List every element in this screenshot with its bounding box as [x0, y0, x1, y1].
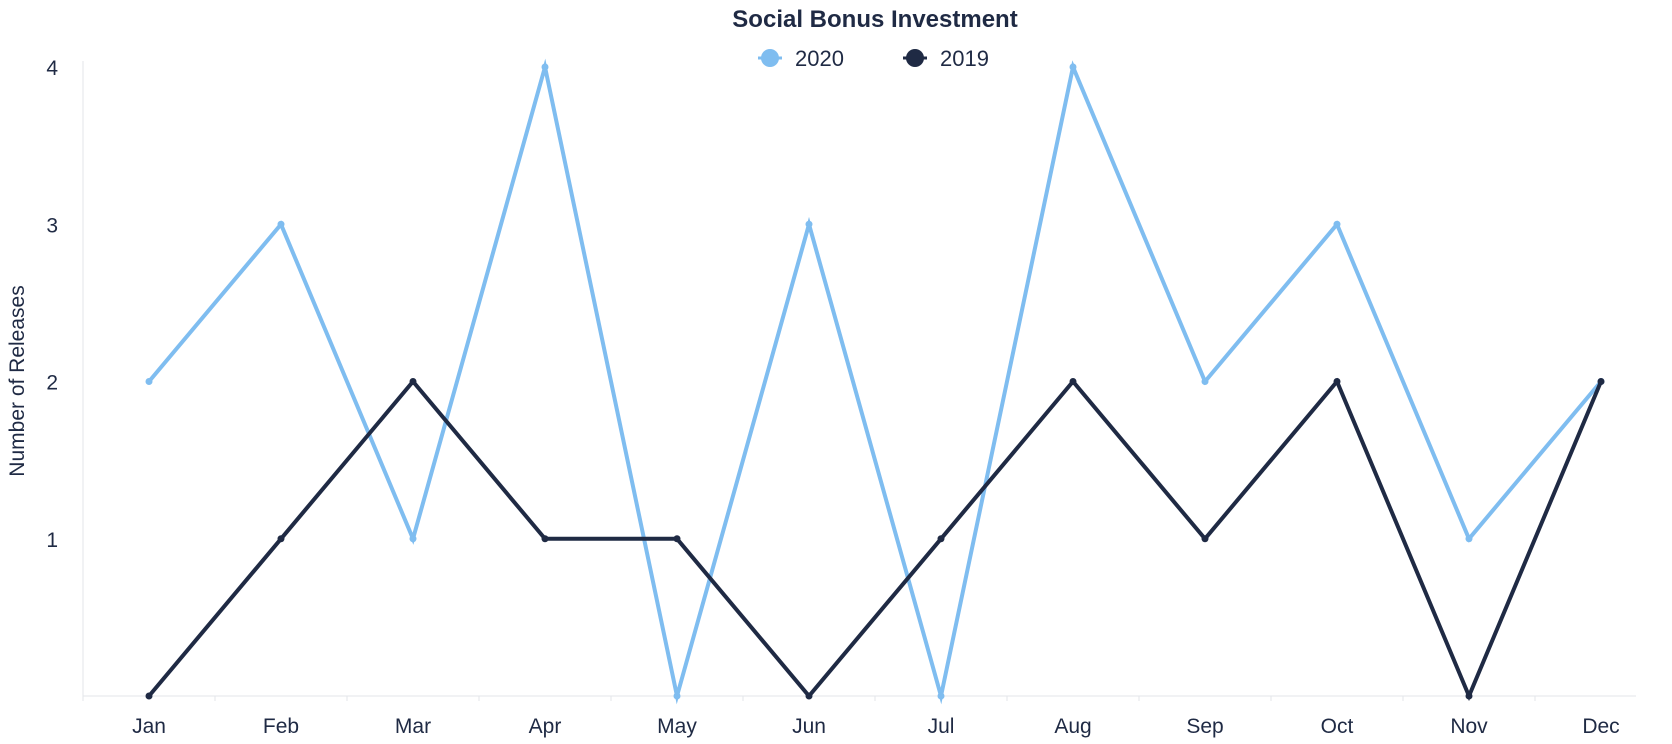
data-point[interactable]	[1333, 220, 1341, 228]
data-point[interactable]	[145, 692, 153, 700]
data-point[interactable]	[277, 535, 285, 543]
axes	[82, 61, 1636, 701]
series-layer	[145, 58, 1605, 705]
data-point[interactable]	[1465, 692, 1473, 700]
x-tick-label: May	[657, 715, 697, 738]
data-point[interactable]	[1465, 535, 1473, 543]
series-2019	[145, 377, 1605, 702]
data-point[interactable]	[673, 535, 681, 543]
data-point[interactable]	[805, 692, 813, 700]
y-tick-label: 4	[46, 57, 58, 80]
legend-item-2020[interactable]: 2020	[758, 46, 844, 71]
data-point[interactable]	[805, 220, 813, 228]
legend-dot-marker	[906, 49, 924, 67]
data-point[interactable]	[1201, 535, 1209, 543]
x-tick-label: Oct	[1321, 715, 1354, 738]
legend-label: 2020	[795, 46, 844, 71]
data-point[interactable]	[937, 535, 945, 543]
data-point[interactable]	[541, 535, 549, 543]
x-tick-label: Jun	[792, 715, 826, 738]
x-tick-label: Nov	[1450, 715, 1488, 738]
x-tick-label: Sep	[1186, 715, 1223, 738]
x-tick-label: Dec	[1582, 715, 1619, 738]
series-line	[147, 377, 1603, 702]
data-point[interactable]	[1069, 63, 1077, 71]
data-point[interactable]	[409, 535, 417, 543]
legend-dot-marker	[761, 49, 779, 67]
x-tick-label: Feb	[263, 715, 299, 738]
x-axis-ticks: Jan Feb Mar Apr May Jun Jul Aug Sep Oct Nov Dec	[132, 715, 1620, 738]
data-point[interactable]	[409, 378, 417, 385]
data-point[interactable]	[1201, 378, 1209, 385]
data-point[interactable]	[277, 220, 285, 228]
x-tick-label: Apr	[529, 715, 562, 738]
y-tick-label: 1	[46, 529, 58, 552]
series-2020	[145, 58, 1605, 705]
x-tick-label: Jul	[928, 715, 955, 738]
y-axis-label: Number of Releases	[6, 285, 29, 476]
chart-title: Social Bonus Investment	[732, 6, 1017, 33]
data-point[interactable]	[145, 378, 153, 385]
x-tick-label: Jan	[132, 715, 166, 738]
y-tick-label: 2	[46, 372, 58, 395]
data-point[interactable]	[1069, 378, 1077, 385]
data-point[interactable]	[1333, 378, 1341, 385]
data-point[interactable]	[673, 692, 681, 700]
data-point[interactable]	[1597, 378, 1605, 385]
y-tick-label: 3	[46, 214, 58, 237]
y-axis-ticks: 1 2 3 4	[46, 57, 58, 552]
series-line	[147, 58, 1603, 705]
legend-label: 2019	[940, 46, 989, 71]
x-tick-label: Aug	[1054, 715, 1091, 738]
x-tick-label: Mar	[395, 715, 431, 738]
data-point[interactable]	[541, 63, 549, 71]
legend[interactable]: 2020 2019	[758, 46, 989, 71]
legend-item-2019[interactable]: 2019	[903, 46, 989, 71]
data-point[interactable]	[937, 692, 945, 700]
